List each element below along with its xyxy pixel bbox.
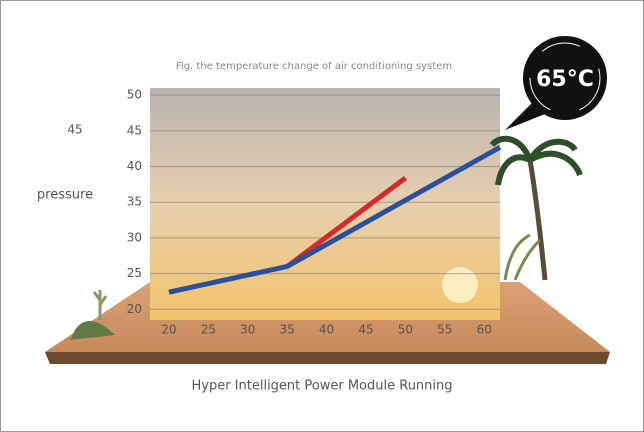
line — [168, 145, 502, 295]
sun — [442, 267, 478, 303]
y-tick-label: 30 — [127, 230, 142, 244]
y-tick-label: 35 — [127, 195, 142, 209]
x-tick-label: 30 — [240, 323, 255, 337]
palm — [70, 135, 583, 340]
x-tick-label: 45 — [358, 323, 373, 337]
caption: Hyper Intelligent Power Module Running — [191, 379, 452, 394]
y-tick-label: 50 — [127, 88, 142, 102]
x-tick-label: 55 — [437, 323, 452, 337]
y-tick-label: 20 — [127, 302, 142, 316]
x-tick-label: 40 — [319, 323, 334, 337]
y-tick-label: 25 — [127, 266, 142, 280]
x-tick-label: 20 — [161, 323, 176, 337]
x-tick-label: 60 — [477, 323, 492, 337]
y-tick-label: 45 — [127, 123, 142, 137]
x-tick-label: 25 — [201, 323, 216, 337]
x-tick-label: 50 — [398, 323, 413, 337]
y-tick-label: 40 — [127, 159, 142, 173]
badge: 65°C — [536, 67, 594, 92]
annotation: 45 — [67, 123, 82, 137]
platform-edge — [45, 352, 610, 364]
x-tick-label: 35 — [280, 323, 295, 337]
y-label: pressure — [37, 188, 93, 203]
line — [285, 175, 407, 269]
badge-shape — [505, 36, 607, 130]
chart-title: Fig. the temperature change of air condi… — [176, 61, 452, 72]
